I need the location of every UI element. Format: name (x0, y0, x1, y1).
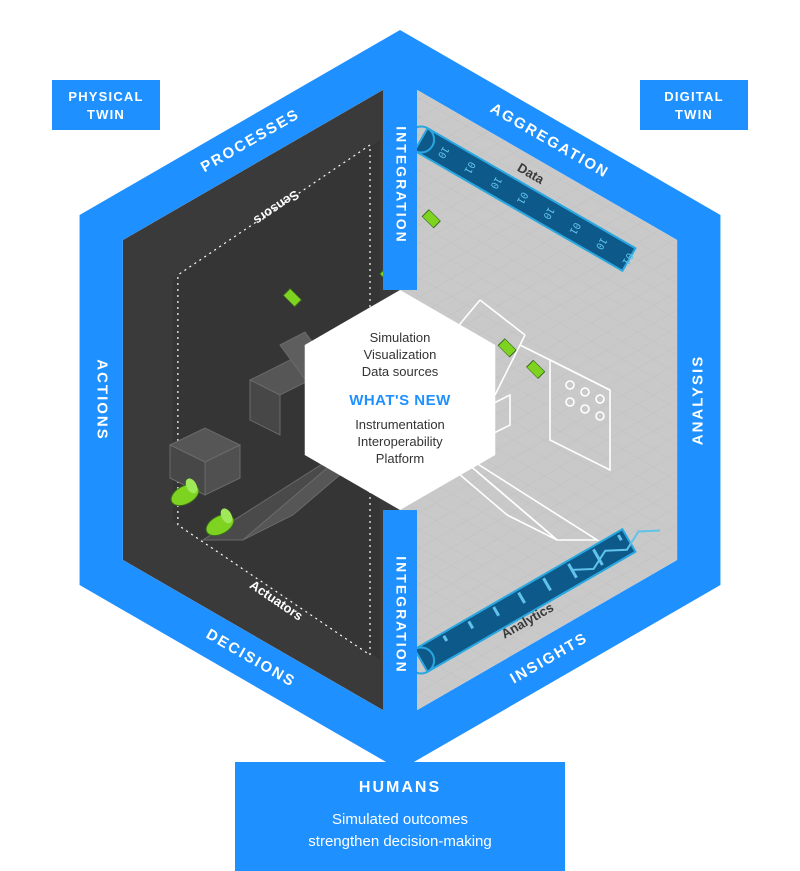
legend-right-line2: TWIN (675, 107, 713, 122)
legend-left: PHYSICAL TWIN (52, 80, 160, 130)
spine-label-top: INTEGRATION (393, 126, 409, 243)
center-title: WHAT'S NEW (349, 392, 451, 409)
legend-left-line2: TWIN (87, 107, 125, 122)
legend-left-box (52, 80, 160, 130)
footer-title: HUMANS (359, 779, 441, 796)
center-item: Instrumentation (355, 417, 445, 432)
legend-right-box (640, 80, 748, 130)
rim-label-left: ACTIONS (93, 359, 110, 441)
center-item: Data sources (362, 364, 439, 379)
spine-label-bottom: INTEGRATION (393, 556, 409, 673)
footer-subtitle-2: strengthen decision-making (308, 833, 491, 850)
legend-right: DIGITAL TWIN (640, 80, 748, 130)
footer-box: HUMANS Simulated outcomes strengthen dec… (235, 762, 565, 871)
legend-right-line1: DIGITAL (664, 89, 723, 104)
center-item: Simulation (370, 330, 431, 345)
rim-label-right: ANALYSIS (690, 355, 707, 445)
footer-subtitle-1: Simulated outcomes (332, 811, 468, 828)
center-item: Visualization (364, 347, 437, 362)
center-hex-content: Simulation Visualization Data sources WHAT'… (349, 330, 451, 466)
center-item: Interoperability (357, 434, 443, 449)
legend-left-line1: PHYSICAL (68, 89, 143, 104)
center-item: Platform (376, 451, 424, 466)
